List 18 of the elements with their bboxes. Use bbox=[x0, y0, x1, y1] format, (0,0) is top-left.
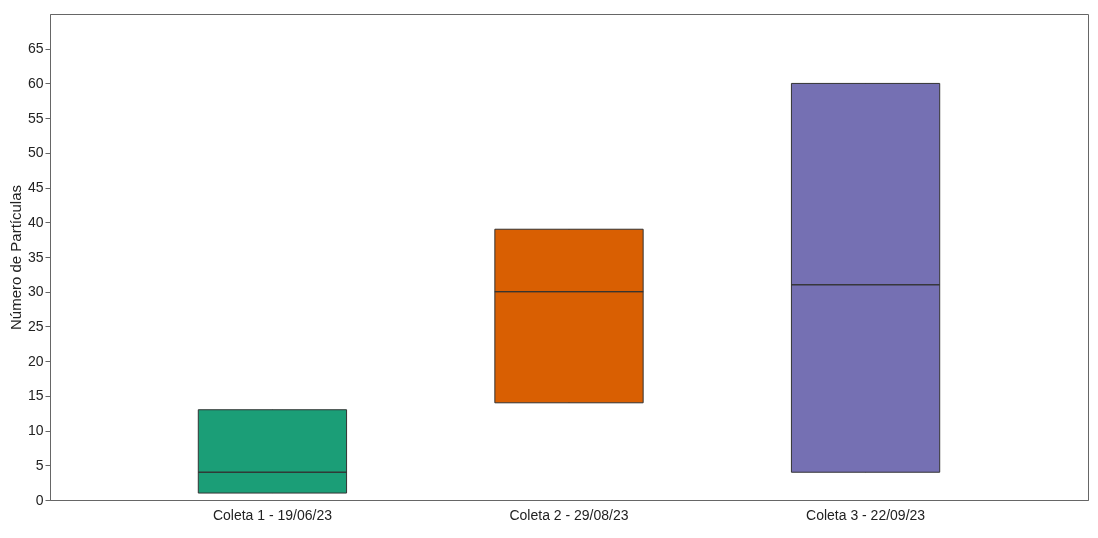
y-tick-label: 55 bbox=[27, 109, 44, 126]
y-tick-label: 35 bbox=[27, 248, 44, 265]
x-tick-label: Coleta 1 - 19/06/23 bbox=[212, 506, 333, 523]
y-tick-label: 15 bbox=[27, 387, 44, 404]
y-tick-label: 5 bbox=[35, 456, 44, 473]
y-tick-label: 10 bbox=[27, 422, 44, 439]
y-tick-label: 45 bbox=[27, 179, 44, 196]
y-tick-label: 20 bbox=[27, 352, 44, 369]
y-tick-label: 30 bbox=[27, 283, 44, 300]
x-tick-label: Coleta 3 - 22/09/23 bbox=[806, 506, 926, 523]
x-tick-label: Coleta 2 - 29/08/23 bbox=[509, 506, 629, 523]
y-tick-label: 25 bbox=[27, 317, 44, 334]
y-axis-title: Número de Partículas bbox=[6, 184, 24, 331]
y-tick-label: 40 bbox=[27, 213, 44, 230]
y-tick-label: 60 bbox=[27, 74, 44, 91]
y-tick-label: 0 bbox=[35, 491, 44, 508]
y-tick-label: 50 bbox=[27, 144, 44, 161]
y-tick-label: 65 bbox=[27, 40, 44, 57]
